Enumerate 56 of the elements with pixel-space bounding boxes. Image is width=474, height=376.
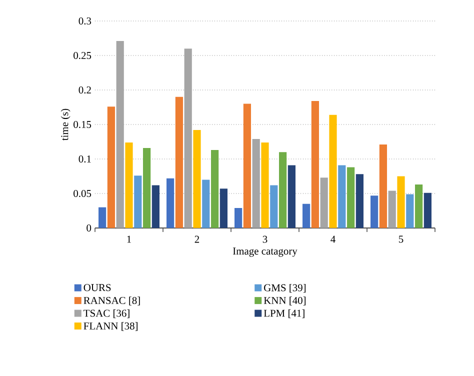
bar (252, 138, 260, 228)
x-tick-label: 2 (194, 236, 200, 243)
bar (320, 178, 328, 228)
bar (125, 142, 133, 228)
bar (415, 184, 423, 228)
legend-label: OURS (84, 284, 111, 292)
legend-label: GMS [39] (264, 284, 306, 293)
bar (302, 204, 310, 228)
bar (134, 176, 142, 228)
bar (347, 167, 355, 228)
bar (202, 180, 210, 228)
y-tick-label: 0.15 (74, 120, 92, 128)
x-tick-label: 5 (398, 236, 404, 243)
y-tick-label: 0.1 (78, 155, 91, 163)
bar (270, 185, 278, 228)
bar (329, 114, 337, 228)
bar (211, 150, 219, 228)
legend-label: LPM [41] (264, 309, 304, 318)
bar (175, 96, 183, 228)
bar (116, 41, 124, 228)
bar (406, 194, 414, 228)
y-tick-label: 0.05 (74, 190, 92, 198)
bar (397, 176, 405, 228)
y-tick-label: 0.3 (78, 17, 92, 25)
bar (379, 144, 387, 228)
bar (338, 165, 346, 228)
x-tick-label: 3 (262, 236, 268, 243)
y-tick-label: 0.25 (74, 52, 92, 60)
bar (152, 185, 160, 228)
bar (184, 48, 192, 228)
bar (220, 188, 228, 228)
y-tick-label: 0.2 (78, 86, 91, 94)
bar (107, 106, 115, 228)
legend-label: RANSAC [8] (84, 296, 140, 306)
bar (166, 178, 174, 228)
bar (98, 207, 106, 228)
bar (243, 104, 251, 228)
x-axis-title: Image catagory (232, 248, 298, 257)
bar (311, 101, 319, 228)
bar (370, 196, 378, 228)
bar (288, 165, 296, 228)
bar (261, 142, 269, 228)
legend-label: FLANN [38] (84, 322, 138, 331)
x-tick-label: 4 (330, 236, 336, 243)
bar (193, 130, 201, 228)
bar (279, 152, 287, 228)
x-tick-label: 1 (127, 236, 131, 243)
bar (356, 174, 364, 228)
bar (388, 190, 396, 228)
legend-label: TSAC [36] (84, 309, 130, 318)
y-axis-title: time (s) (60, 108, 70, 141)
bar (143, 148, 151, 228)
legend-label: KNN [40] (264, 296, 306, 306)
y-tick-label: 0 (86, 224, 92, 232)
bar (234, 208, 242, 228)
bar (424, 192, 432, 228)
